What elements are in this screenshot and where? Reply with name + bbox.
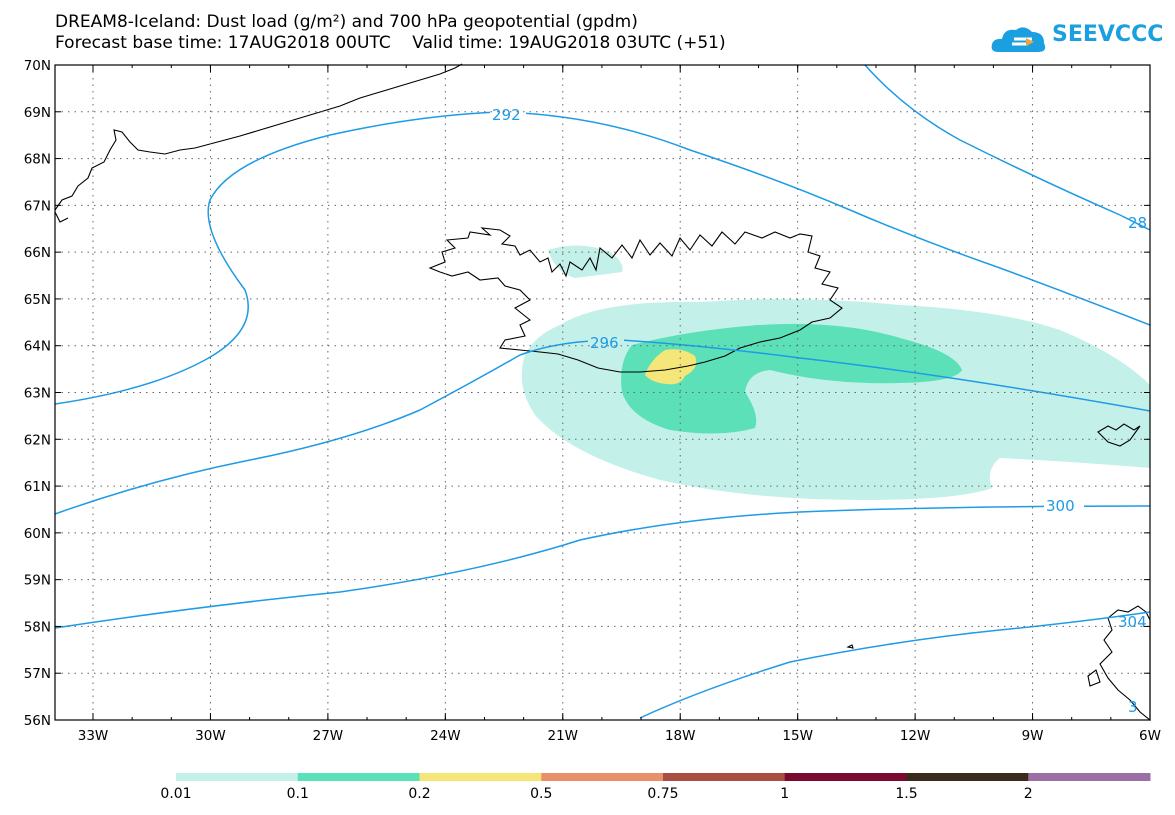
cloud-icon: [991, 27, 1046, 52]
dust-area-medium: [621, 323, 962, 434]
lat-label: 63N: [24, 386, 51, 402]
contour-label-304: 304: [1118, 613, 1147, 631]
contour-304: [639, 611, 1151, 719]
contour-label-292: 292: [492, 106, 521, 124]
colorbar-swatch: [663, 773, 786, 781]
lat-label: 58N: [24, 619, 51, 635]
lon-label: 6W: [1139, 728, 1161, 744]
lon-label: 30W: [195, 728, 226, 744]
logo-text: SEEVCCC: [1052, 22, 1164, 47]
map-frame: [54, 64, 1151, 721]
lon-label: 24W: [430, 728, 461, 744]
contour-296: [54, 339, 1151, 515]
colorbar-label: 0.1: [287, 786, 309, 802]
geopotential-contours: [54, 64, 1151, 719]
map-subtitle: Forecast base time: 17AUG2018 00UTC Vali…: [55, 33, 726, 53]
grid-lines: [55, 65, 1150, 720]
lat-label: 67N: [24, 198, 51, 214]
lon-label: 12W: [900, 728, 931, 744]
dust-area-light-north: [548, 245, 623, 278]
longitude-labels: 33W 30W 27W 24W 21W 18W 15W 12W 9W 6W: [78, 728, 1161, 744]
colorbar-swatch: [906, 773, 1029, 781]
contour-labels: 292 296 300 28 304 3: [490, 104, 1147, 716]
colorbar-swatch: [176, 773, 299, 781]
colorbar-label: 0.5: [530, 786, 552, 802]
contour-label-3: 3: [1128, 698, 1138, 716]
colorbar: [176, 773, 1151, 781]
lat-label: 69N: [24, 105, 51, 121]
lat-label: 57N: [24, 666, 51, 682]
contour-label-300: 300: [1046, 497, 1075, 515]
colorbar-label: 1: [780, 786, 789, 802]
colorbar-labels: 0.01 0.1 0.2 0.5 0.75 1 1.5 2: [160, 786, 1032, 802]
lon-label: 18W: [665, 728, 696, 744]
lat-label: 68N: [24, 152, 51, 168]
lat-label: 56N: [24, 713, 51, 729]
lat-label: 61N: [24, 479, 51, 495]
lat-label: 70N: [24, 58, 51, 74]
contour-292: [54, 111, 1151, 405]
colorbar-swatch: [297, 773, 420, 781]
colorbar-label: 2: [1024, 786, 1033, 802]
colorbar-label: 1.5: [895, 786, 917, 802]
colorbar-label: 0.2: [408, 786, 430, 802]
colorbar-swatch: [419, 773, 542, 781]
colorbar-swatch: [1028, 773, 1151, 781]
dust-area-medium-small: [745, 325, 770, 332]
lat-label: 60N: [24, 526, 51, 542]
coastlines: [54, 63, 1151, 722]
lat-label: 62N: [24, 432, 51, 448]
colorbar-swatch: [541, 773, 664, 781]
contour-label-28: 28: [1128, 214, 1147, 232]
colorbar-swatch: [784, 773, 907, 781]
contour-28x: [864, 64, 1151, 231]
map-title: DREAM8-Iceland: Dust load (g/m²) and 700…: [55, 12, 638, 32]
lat-label: 59N: [24, 573, 51, 589]
lat-label: 66N: [24, 245, 51, 261]
lon-label: 27W: [313, 728, 344, 744]
lat-label: 65N: [24, 292, 51, 308]
contour-label-296: 296: [590, 334, 619, 352]
lon-label: 9W: [1022, 728, 1044, 744]
dust-area-high: [645, 349, 697, 385]
colorbar-label: 0.01: [160, 786, 191, 802]
colorbar-label: 0.75: [647, 786, 678, 802]
latitude-labels: 70N 69N 68N 67N 66N 65N 64N 63N 62N 61N 60N 59N 58N 5…: [24, 58, 51, 729]
lon-label: 21W: [548, 728, 579, 744]
contour-300: [54, 505, 1151, 629]
lon-label: 33W: [78, 728, 109, 744]
lat-label: 64N: [24, 339, 51, 355]
lon-label: 15W: [782, 728, 813, 744]
